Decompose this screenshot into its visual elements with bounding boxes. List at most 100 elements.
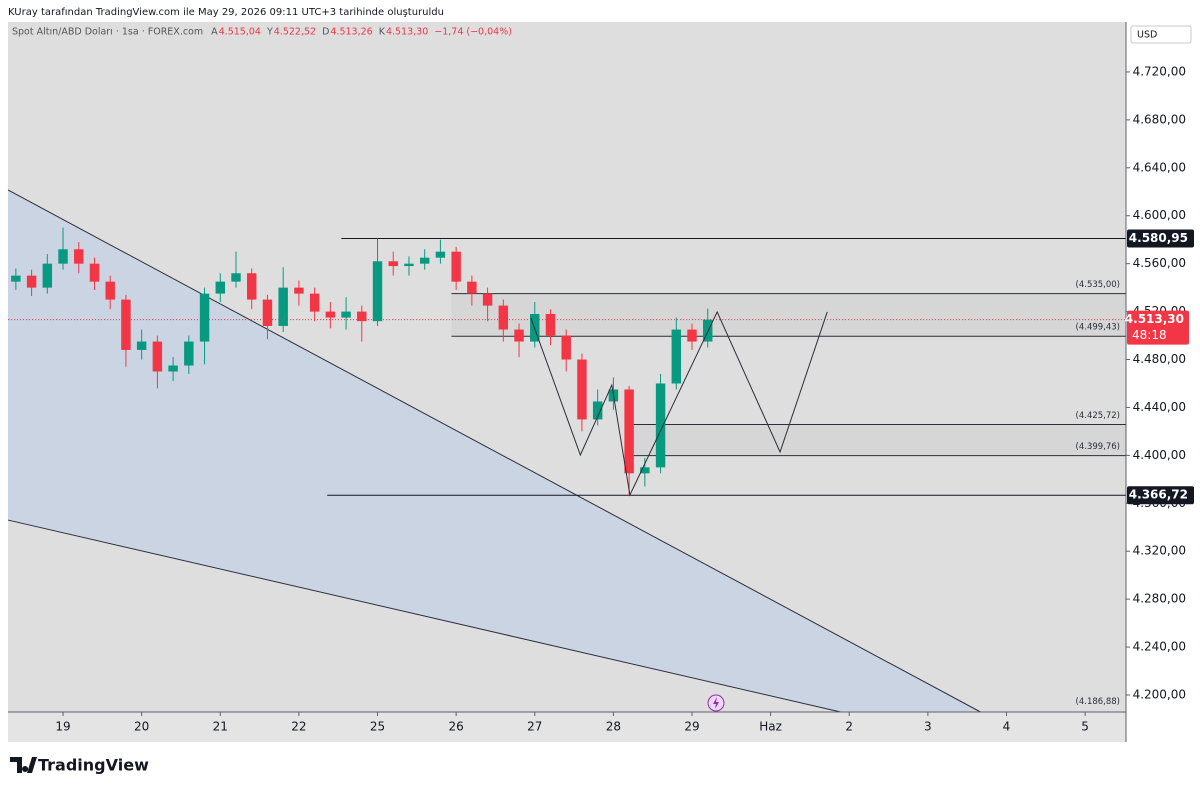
- candle-body: [121, 299, 131, 350]
- level-badge: [1127, 486, 1194, 505]
- candle-body: [89, 263, 100, 282]
- candle-body: [577, 359, 587, 420]
- candle-body: [26, 275, 37, 288]
- candle-body: [655, 383, 666, 468]
- x-tick-label: 21: [213, 720, 228, 734]
- candle-body: [11, 275, 21, 282]
- candle-body: [388, 261, 398, 267]
- candle-body: [278, 287, 288, 326]
- y-tick-label: 4.400,00: [1133, 448, 1186, 462]
- candle-body: [309, 293, 320, 312]
- badges-layer: 4.580,95 4.366,72 4.513,30 48:18: [1125, 229, 1194, 505]
- candle-body: [247, 273, 257, 300]
- x-tick-label: 20: [134, 720, 149, 734]
- logo[interactable]: TradingView: [10, 756, 149, 775]
- y-tick-label: 4.440,00: [1133, 400, 1186, 414]
- candle-body: [199, 293, 210, 342]
- level-note: (4.186,88): [1076, 697, 1120, 707]
- x-tick-label: 5: [1081, 720, 1089, 734]
- y-tick-label: 4.600,00: [1133, 208, 1186, 222]
- x-tick-label: 19: [55, 720, 70, 734]
- candle-body: [42, 263, 53, 288]
- x-tick-label: Haz: [759, 720, 782, 734]
- candle-body: [215, 281, 225, 294]
- x-tick-label: 27: [527, 720, 542, 734]
- y-tick-label: 4.480,00: [1133, 352, 1186, 366]
- level-note: (4.425,72): [1076, 411, 1120, 421]
- y-tick-label: 4.680,00: [1133, 112, 1186, 126]
- candle-body: [451, 251, 461, 282]
- candle-body: [435, 251, 446, 258]
- zone: [628, 424, 1126, 456]
- trend-line: [7, 189, 981, 713]
- wedge-layer: [7, 189, 981, 713]
- candle-body: [514, 329, 524, 342]
- currency-box: USD: [1130, 25, 1192, 44]
- candle-body: [357, 311, 367, 322]
- candle-body: [624, 389, 634, 474]
- candle-body: [341, 311, 351, 318]
- level-badge: [1127, 229, 1194, 248]
- candle-body: [74, 249, 84, 264]
- currency-box-frame: [1130, 25, 1192, 44]
- replay-icon[interactable]: [707, 694, 725, 712]
- legend-change: −1,74 (−0,04%): [434, 27, 512, 38]
- last-price-label: 4.513,30: [1125, 312, 1184, 326]
- projection-path: [530, 310, 828, 497]
- y-tick-label: 4.320,00: [1133, 544, 1186, 558]
- x-tick-label: 22: [291, 720, 306, 734]
- currency: USD: [1137, 30, 1157, 41]
- x-tick-label: 3: [924, 720, 932, 734]
- last-price-badge: [1127, 310, 1189, 345]
- candle-body: [325, 311, 336, 318]
- logo-text[interactable]: TradingView: [38, 756, 149, 775]
- legend-value: 4.522,52: [274, 27, 316, 38]
- x-tick-label: 4: [1003, 720, 1011, 734]
- candle-body: [482, 293, 493, 306]
- y-tick-label: 4.720,00: [1133, 64, 1186, 78]
- legend-value: 4.515,04: [219, 27, 261, 38]
- candle-body: [231, 273, 241, 282]
- level-note: (4.535,00): [1076, 280, 1120, 290]
- candle-body: [640, 467, 650, 474]
- level-badge-label: 4.366,72: [1129, 488, 1188, 502]
- candle-body: [262, 299, 273, 326]
- y-tick-label: 4.280,00: [1133, 592, 1186, 606]
- candle-body: [372, 261, 383, 322]
- candle-body: [294, 287, 304, 294]
- y-tick-label: 4.240,00: [1133, 640, 1186, 654]
- x-tick-label: 2: [845, 720, 853, 734]
- candle-body: [592, 401, 603, 420]
- candle-body: [168, 365, 178, 372]
- candle-body: [498, 305, 509, 330]
- candle-body: [184, 341, 194, 366]
- x-tick-label: 29: [684, 720, 699, 734]
- symbol-title: Spot Altın/ABD Doları · 1sa · FOREX.com: [12, 27, 203, 38]
- x-tick-label: 25: [370, 720, 385, 734]
- x-tick-label: 26: [449, 720, 464, 734]
- candle-body: [561, 335, 571, 360]
- legend-value: 4.513,30: [386, 27, 428, 38]
- level-badge-label: 4.580,95: [1129, 231, 1188, 245]
- projection-layer: [530, 310, 828, 497]
- candle-body: [545, 313, 556, 336]
- y-tick-label: 4.200,00: [1133, 687, 1186, 701]
- level-note: (4.399,76): [1076, 442, 1120, 452]
- trend-line: [7, 519, 841, 713]
- levels-layer: (4.535,00) (4.499,43) (4.425,72) (4.399,76)…: [8, 238, 1126, 707]
- legend-key: Y: [266, 27, 273, 38]
- x-tick-label: 28: [606, 720, 621, 734]
- icon-bolt: [713, 697, 719, 709]
- y-tick-label: 4.560,00: [1133, 256, 1186, 270]
- legend-key: K: [379, 27, 386, 38]
- candle-body: [671, 329, 682, 384]
- time-axis-area: [8, 712, 1126, 742]
- legend-key: A: [211, 27, 218, 38]
- zone: [451, 293, 1126, 337]
- candle-body: [419, 257, 430, 264]
- candle-body: [58, 249, 68, 264]
- level-note: (4.499,43): [1076, 323, 1120, 333]
- legend-key: D: [322, 27, 329, 38]
- countdown: 48:18: [1132, 328, 1167, 342]
